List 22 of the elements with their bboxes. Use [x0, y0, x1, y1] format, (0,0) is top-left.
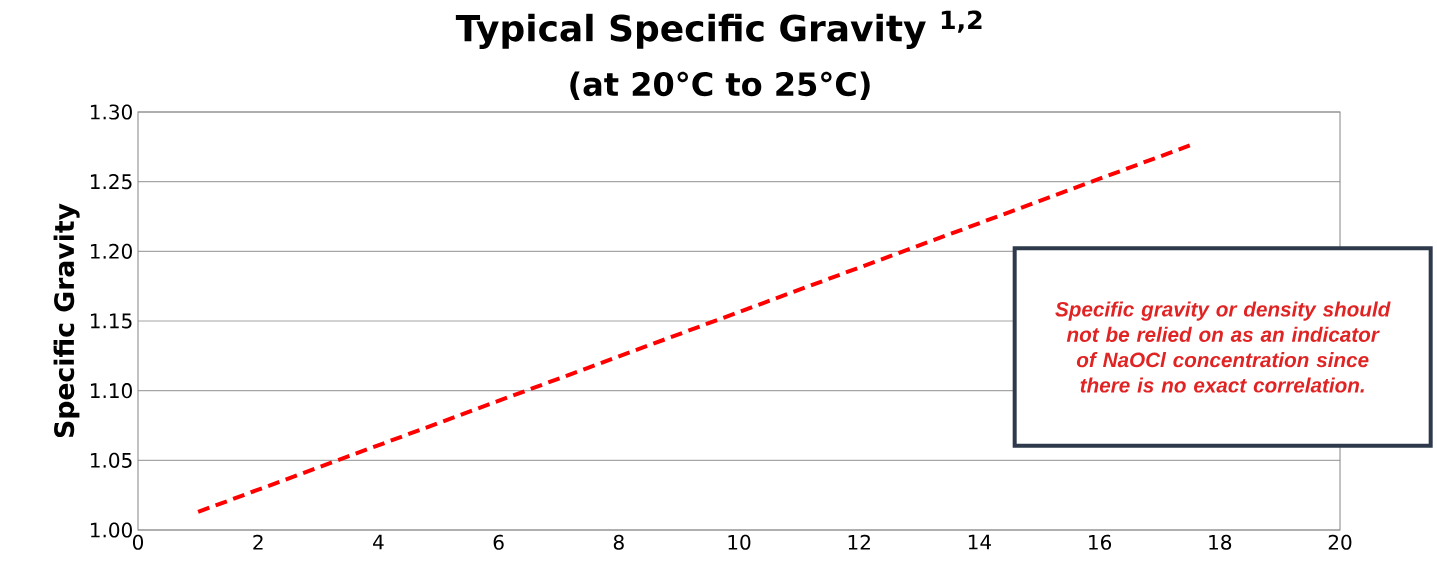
x-tick-label: 10: [728, 534, 751, 550]
annotation: Specific gravity or density should not be relied on as an indicator of NaOCl concentration since there is no exact correlation.: [1055, 301, 1391, 393]
y-tick-label: 1.05: [90, 452, 132, 468]
x-tick-label: 2: [253, 534, 263, 550]
x-tick-label: 16: [1089, 534, 1112, 550]
y-tick-label: 1.15: [90, 313, 132, 329]
y-tick-label: 1.30: [90, 104, 132, 120]
y-tick-label: 1.25: [90, 174, 132, 190]
x-tick-label: 12: [848, 534, 870, 550]
x-tick-label: 8: [613, 534, 624, 550]
y-axis-title: Specific Gravity: [53, 203, 80, 438]
x-tick-label: 18: [1209, 534, 1232, 550]
chart-subtitle: (at 20°C to 25°C): [570, 71, 870, 100]
x-tick-label: 4: [373, 534, 384, 550]
y-tick-label: 1.10: [90, 383, 132, 399]
y-tick-label: 1.00: [90, 522, 132, 538]
chart-title: Typical Specific Gravity $^{1,2}$: [455, 10, 982, 49]
x-tick-label: 6: [493, 534, 504, 550]
x-tick-label: 20: [1328, 534, 1352, 550]
x-tick-label: 14: [968, 534, 992, 550]
x-tick-label: 0: [132, 534, 144, 550]
y-tick-label: 1.20: [90, 243, 132, 259]
